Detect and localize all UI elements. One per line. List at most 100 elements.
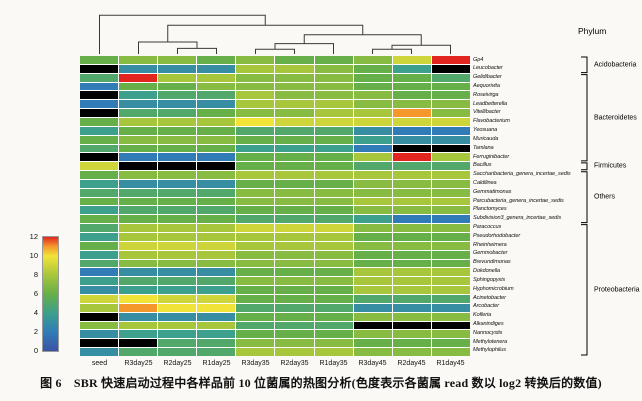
- heatmap-cell: [158, 126, 197, 135]
- heatmap-cell: [158, 64, 197, 73]
- heatmap-cell: [314, 135, 353, 144]
- column-label: R3day25: [124, 360, 153, 367]
- heatmap-cell: [236, 56, 275, 64]
- heatmap-cell: [80, 303, 119, 312]
- heatmap-cell: [119, 321, 158, 330]
- heatmap-cell: [158, 215, 197, 224]
- heatmap-cell: [236, 250, 275, 259]
- row-label: Flavobacterium: [473, 118, 510, 125]
- heatmap-cell: [236, 162, 275, 171]
- row-label: Arcobacter: [473, 303, 500, 310]
- heatmap-cell: [236, 135, 275, 144]
- heatmap-cell: [119, 91, 158, 100]
- heatmap-cell: [392, 56, 431, 64]
- heatmap-cell: [236, 330, 275, 339]
- heatmap-cell: [353, 215, 392, 224]
- heatmap-cell: [197, 135, 236, 144]
- heatmap-cell: [158, 277, 197, 286]
- heatmap-cell: [158, 188, 197, 197]
- heatmap-cell: [431, 277, 470, 286]
- heatmap-cell: [158, 162, 197, 171]
- heatmap-cell: [119, 241, 158, 250]
- heatmap-cell: [275, 100, 314, 109]
- row-label: Leadbetterella: [473, 100, 508, 107]
- heatmap-cell: [119, 100, 158, 109]
- phylum-labels: Acidobacteria Bacteroidetes Firmicutes Othe…: [594, 56, 642, 356]
- heatmap-cell: [275, 171, 314, 179]
- heatmap-cell: [275, 321, 314, 330]
- heatmap-cell: [314, 188, 353, 197]
- heatmap-cell: [119, 188, 158, 197]
- heatmap-cell: [275, 56, 314, 64]
- heatmap-cell: [353, 268, 392, 277]
- heatmap-cell: [353, 117, 392, 126]
- heatmap-cell: [431, 197, 470, 206]
- heatmap-cell: [197, 197, 236, 206]
- row-label: Tamlana: [473, 144, 494, 151]
- heatmap-cell: [119, 117, 158, 126]
- row-label: Saccharibacteria_genera_incertae_sedis: [473, 171, 571, 178]
- row-label: Planctomyces: [473, 206, 507, 213]
- heatmap-cell: [197, 312, 236, 321]
- heatmap-cell: [236, 348, 275, 356]
- heatmap-cell: [158, 321, 197, 330]
- heatmap-cell: [431, 144, 470, 153]
- heatmap-cell: [119, 339, 158, 348]
- heatmap-cell: [197, 206, 236, 215]
- heatmap-cell: [197, 295, 236, 303]
- heatmap-cell: [314, 215, 353, 224]
- heatmap-cell: [314, 117, 353, 126]
- heatmap-cell: [314, 241, 353, 250]
- heatmap-cell: [353, 303, 392, 312]
- heatmap-cell: [392, 73, 431, 82]
- heatmap-cell: [236, 303, 275, 312]
- heatmap-cell: [431, 303, 470, 312]
- heatmap-cell: [158, 224, 197, 233]
- heatmap-cell: [158, 233, 197, 241]
- heatmap-cell: [392, 250, 431, 259]
- heatmap-cell: [80, 153, 119, 162]
- phylum-bracket: [581, 171, 588, 224]
- heatmap-cell: [431, 171, 470, 179]
- heatmap-cell: [353, 339, 392, 348]
- heatmap-cell: [314, 330, 353, 339]
- heatmap-cell: [431, 241, 470, 250]
- heatmap-cell: [119, 73, 158, 82]
- column-label: R3day35: [241, 360, 270, 367]
- heatmap-cell: [431, 82, 470, 91]
- heatmap-cell: [80, 259, 119, 268]
- heatmap-cell: [431, 100, 470, 109]
- heatmap-cell: [197, 348, 236, 356]
- heatmap-cell: [236, 126, 275, 135]
- phylum-header: Phylum: [578, 26, 607, 36]
- heatmap-cell: [197, 73, 236, 82]
- heatmap-cell: [392, 286, 431, 295]
- legend-tick-label: 2: [33, 326, 38, 336]
- heatmap-cell: [314, 179, 353, 188]
- heatmap-cell: [314, 321, 353, 330]
- heatmap-cell: [275, 312, 314, 321]
- phylum-bracket: [581, 74, 588, 162]
- heatmap-cell: [275, 277, 314, 286]
- heatmap-cell: [119, 312, 158, 321]
- heatmap-cell: [197, 286, 236, 295]
- heatmap-cell: [275, 241, 314, 250]
- heatmap-cell: [197, 82, 236, 91]
- heatmap-cell: [236, 268, 275, 277]
- heatmap-cell: [197, 259, 236, 268]
- heatmap-cell: [314, 64, 353, 73]
- heatmap-cell: [236, 171, 275, 179]
- heatmap-cell: [353, 64, 392, 73]
- heatmap-cell: [158, 312, 197, 321]
- heatmap-cell: [392, 153, 431, 162]
- heatmap-cell: [158, 339, 197, 348]
- heatmap-cell: [392, 117, 431, 126]
- heatmap-cell: [158, 348, 197, 356]
- heatmap-cell: [353, 224, 392, 233]
- heatmap-cell: [431, 286, 470, 295]
- row-label: Gemmobacter: [473, 250, 508, 257]
- phylum-bracket: [581, 162, 588, 171]
- heatmap-cell: [392, 295, 431, 303]
- heatmap-cell: [158, 295, 197, 303]
- heatmap-cell: [158, 91, 197, 100]
